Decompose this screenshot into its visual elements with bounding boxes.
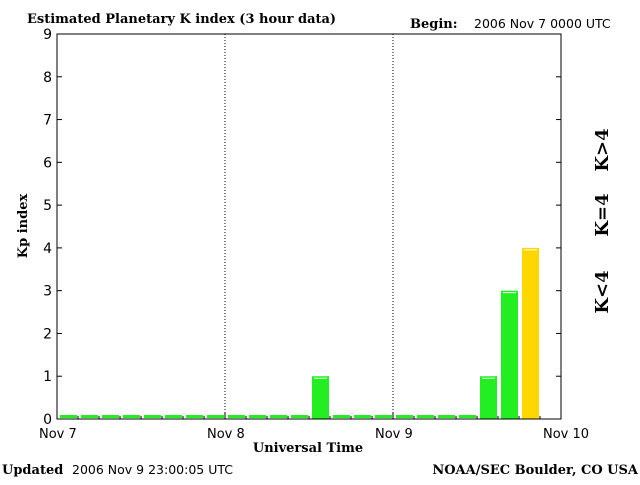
y-tick-label: 2: [43, 326, 52, 342]
x-axis-label: Universal Time: [253, 441, 363, 456]
credit-text: NOAA/SEC Boulder, CO USA: [432, 463, 639, 478]
kp-bar: [438, 415, 455, 418]
x-tick-label: Nov 7: [39, 427, 77, 442]
kp-bar: [480, 376, 497, 419]
kp-bar: [417, 415, 434, 418]
kp-bar: [144, 415, 161, 418]
y-tick-label: 1: [43, 369, 52, 385]
day-gridlines: [224, 34, 394, 419]
kp-bar: [291, 415, 308, 418]
y-tick-label: 6: [43, 155, 52, 171]
y-tick-label: 9: [43, 27, 52, 43]
x-tick-label: Nov 10: [543, 427, 589, 442]
legend-k-gt4: K>4: [592, 128, 613, 171]
plot-frame: [56, 33, 562, 420]
legend-k-lt4: K<4: [592, 270, 613, 313]
y-tick-label: 8: [43, 70, 52, 86]
y-axis-label: Kp index: [16, 194, 31, 259]
chart-title: Estimated Planetary K index (3 hour data…: [27, 12, 336, 27]
y-tick-label: 5: [43, 198, 52, 214]
y-tick-label: 0: [43, 412, 52, 428]
y-tick-label: 4: [43, 241, 52, 257]
y-tick-label: 7: [43, 113, 52, 129]
legend-k-eq4: K=4: [592, 193, 613, 236]
kp-bar: [165, 415, 182, 418]
kp-bar: [459, 415, 476, 418]
kp-bar: [207, 415, 224, 418]
kp-bar: [186, 415, 203, 418]
kp-bar: [249, 415, 266, 418]
kp-bar: [333, 415, 350, 418]
x-ticks: Nov 7 Nov 8 Nov 9 Nov 10: [39, 413, 589, 442]
kp-bar: [270, 415, 287, 418]
kp-bar: [522, 247, 539, 419]
begin-value: 2006 Nov 7 0000 UTC: [474, 16, 611, 31]
kp-bar: [354, 415, 371, 418]
plot-border: [56, 33, 562, 420]
kp-bar: [102, 415, 119, 418]
kp-bar: [501, 290, 518, 419]
begin-label: Begin:: [410, 17, 458, 32]
bars: [60, 247, 539, 419]
kp-bar: [375, 415, 392, 418]
x-tick-label: Nov 9: [375, 427, 413, 442]
kp-bar: [228, 415, 245, 418]
updated-value: 2006 Nov 9 23:00:05 UTC: [72, 462, 233, 477]
updated-label: Updated: [2, 463, 63, 478]
kp-bar: [81, 415, 98, 418]
x-tick-label: Nov 8: [207, 427, 245, 442]
y-tick-label: 3: [43, 284, 52, 300]
kp-bar: [123, 415, 140, 418]
kp-bar: [60, 415, 77, 418]
kp-bar: [396, 415, 413, 418]
y-ticks: 0 1 2 3 4 5 6 7 8 9: [43, 27, 561, 428]
kp-bar: [312, 376, 329, 419]
